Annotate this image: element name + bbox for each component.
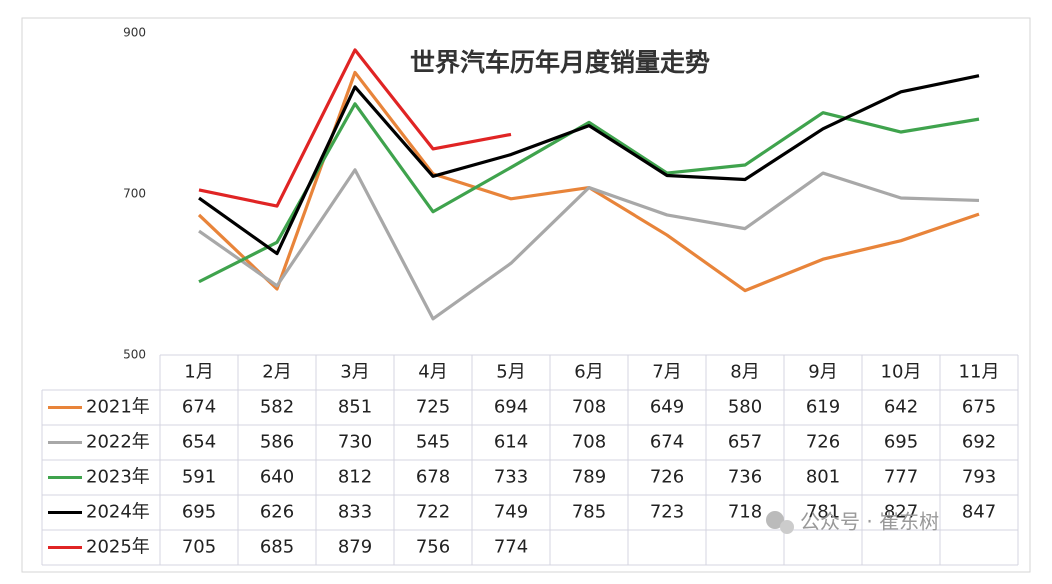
- table-cell: 678: [416, 467, 450, 488]
- table-cell: 726: [806, 432, 840, 453]
- table-cell: 733: [494, 467, 528, 488]
- table-cell: 614: [494, 432, 528, 453]
- table-cell: 722: [416, 502, 450, 523]
- series-line: [198, 102, 980, 284]
- table-cell: 657: [728, 432, 762, 453]
- y-tick-label: 900: [123, 26, 146, 40]
- x-tick-label: 1月: [184, 362, 213, 383]
- table-cell: 736: [728, 467, 762, 488]
- table-cell: 879: [338, 537, 372, 558]
- series-line: [198, 74, 980, 256]
- y-tick-label: 500: [123, 348, 146, 362]
- table-cell: 781: [806, 502, 840, 523]
- table-cell: 833: [338, 502, 372, 523]
- table-cell: 718: [728, 502, 762, 523]
- x-tick-label: 7月: [652, 362, 681, 383]
- x-tick-label: 9月: [808, 362, 837, 383]
- table-cell: 619: [806, 397, 840, 418]
- table-cell: 749: [494, 502, 528, 523]
- table-cell: 674: [650, 432, 684, 453]
- series-line: [198, 48, 512, 208]
- table-cell: 640: [260, 467, 294, 488]
- table-cell: 785: [572, 502, 606, 523]
- table-cell: 705: [182, 537, 216, 558]
- x-tick-label: 6月: [574, 362, 603, 383]
- x-tick-label: 2月: [262, 362, 291, 383]
- table-cell: 654: [182, 432, 216, 453]
- table-cell: 756: [416, 537, 450, 558]
- table-cell: 847: [962, 502, 996, 523]
- table-cell: 801: [806, 467, 840, 488]
- x-tick-label: 10月: [881, 362, 922, 383]
- x-tick-label: 5月: [496, 362, 525, 383]
- table-cell: 694: [494, 397, 528, 418]
- table-cell: 642: [884, 397, 918, 418]
- legend-label: 2024年: [86, 502, 150, 523]
- y-tick-label: 700: [123, 187, 146, 201]
- x-tick-label: 4月: [418, 362, 447, 383]
- table-cell: 692: [962, 432, 996, 453]
- table-cell: 708: [572, 397, 606, 418]
- table-cell: 730: [338, 432, 372, 453]
- table-cell: 812: [338, 467, 372, 488]
- legend-label: 2023年: [86, 467, 150, 488]
- table-cell: 591: [182, 467, 216, 488]
- table-cell: 586: [260, 432, 294, 453]
- watermark: 公众号 · 崔东树: [766, 510, 939, 534]
- table-cell: 582: [260, 397, 294, 418]
- table-cell: 545: [416, 432, 450, 453]
- watermark-text: 公众号 · 崔东树: [800, 510, 939, 534]
- watermark-icon: [766, 511, 784, 529]
- table-cell: 695: [884, 432, 918, 453]
- chart-title: 世界汽车历年月度销量走势: [410, 48, 710, 77]
- table-cell: 695: [182, 502, 216, 523]
- watermark-icon: [780, 520, 794, 534]
- x-tick-label: 3月: [340, 362, 369, 383]
- table-cell: 793: [962, 467, 996, 488]
- x-tick-label: 8月: [730, 362, 759, 383]
- table-cell: 827: [884, 502, 918, 523]
- legend-label: 2025年: [86, 537, 150, 558]
- x-tick-label: 11月: [959, 362, 1000, 383]
- table-cell: 685: [260, 537, 294, 558]
- table-cell: 789: [572, 467, 606, 488]
- series-line: [198, 168, 980, 321]
- table-cell: 580: [728, 397, 762, 418]
- table-cell: 675: [962, 397, 996, 418]
- table-cell: 777: [884, 467, 918, 488]
- legend-label: 2021年: [86, 397, 150, 418]
- table-cell: 708: [572, 432, 606, 453]
- table-cell: 725: [416, 397, 450, 418]
- table-cell: 649: [650, 397, 684, 418]
- table-cell: 726: [650, 467, 684, 488]
- table-cell: 723: [650, 502, 684, 523]
- table-cell: 774: [494, 537, 528, 558]
- table-cell: 626: [260, 502, 294, 523]
- table-cell: 851: [338, 397, 372, 418]
- legend-label: 2022年: [86, 432, 150, 453]
- table-cell: 674: [182, 397, 216, 418]
